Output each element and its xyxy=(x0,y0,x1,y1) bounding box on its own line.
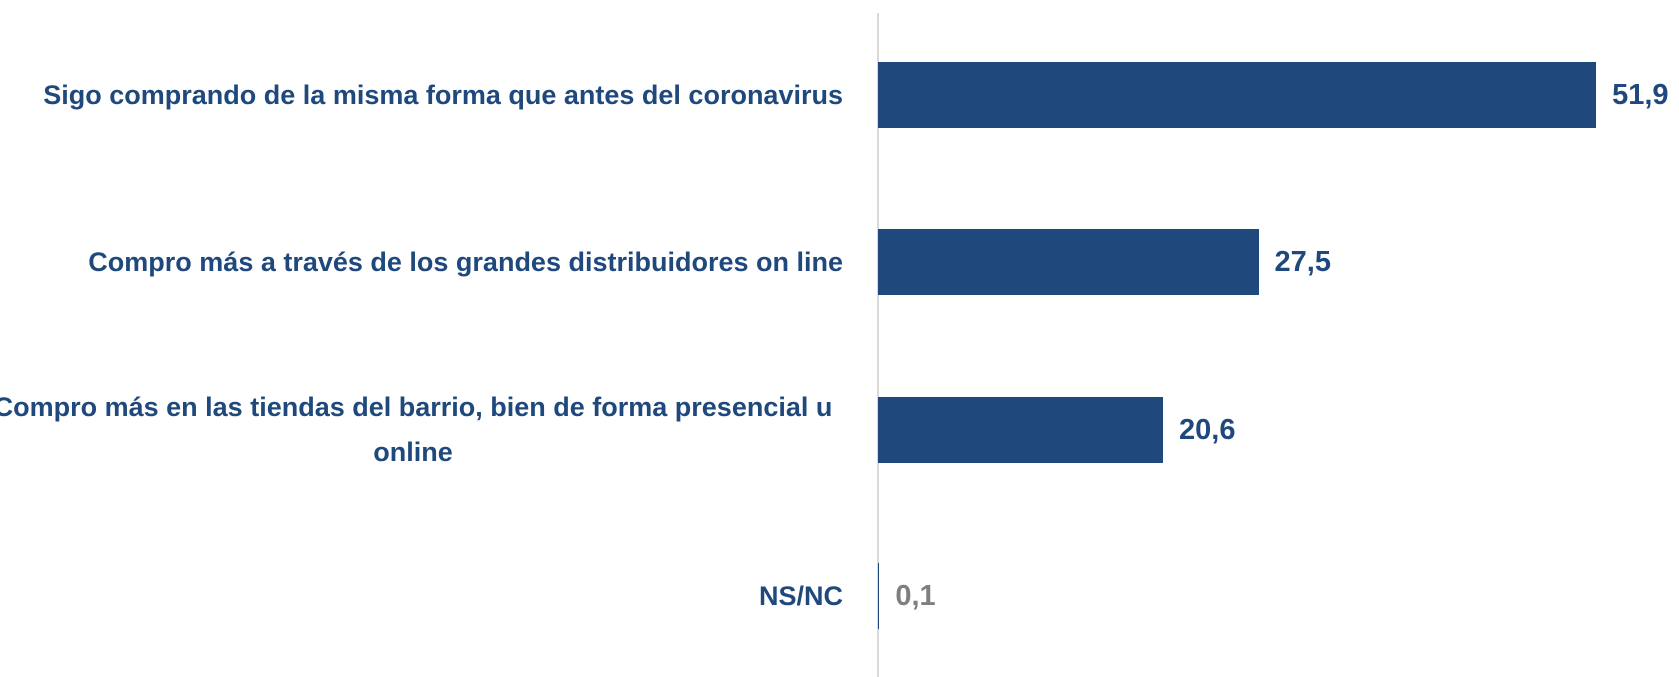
bar xyxy=(878,62,1597,128)
category-text: Compro más en las tiendas del barrio, bi… xyxy=(0,392,833,467)
category-text: NS/NC xyxy=(758,580,843,611)
bar xyxy=(878,563,880,629)
category-label: Compro más a través de los grandes distr… xyxy=(0,202,843,322)
bar xyxy=(878,397,1164,463)
category-text: Sigo comprando de la misma forma que ant… xyxy=(43,79,843,110)
category-label: Sigo comprando de la misma forma que ant… xyxy=(0,35,843,155)
category-label: Compro más en las tiendas del barrio, bi… xyxy=(0,370,843,490)
value-label: 20,6 xyxy=(1179,414,1236,446)
value-label: 0,1 xyxy=(895,580,936,612)
category-text: Compro más a través de los grandes distr… xyxy=(88,246,843,277)
axis-line xyxy=(877,13,879,677)
value-label: 51,9 xyxy=(1612,79,1669,111)
value-label: 27,5 xyxy=(1274,246,1331,278)
bar xyxy=(878,229,1259,295)
category-label: NS/NC xyxy=(0,536,843,656)
